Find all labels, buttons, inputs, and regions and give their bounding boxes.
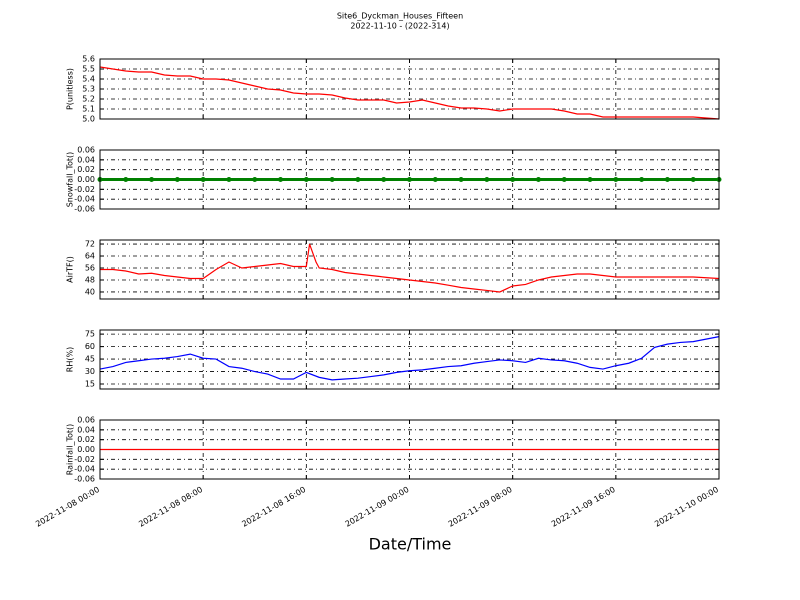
y-tick-label: 0.02 <box>77 165 95 174</box>
data-point <box>278 177 284 182</box>
y-tick-label: 40 <box>85 287 95 296</box>
plot-frame <box>99 419 720 480</box>
y-tick-label: 5.4 <box>82 75 95 84</box>
y-tick-label: 5.5 <box>82 65 95 74</box>
y-tick-label: 56 <box>85 264 95 273</box>
data-line <box>100 243 720 293</box>
y-tick-label: 0.00 <box>77 445 95 454</box>
plot-frame <box>99 329 720 390</box>
y-tick-label: -0.02 <box>74 185 95 194</box>
y-tick-label: 48 <box>85 275 95 284</box>
y-tick-label: 0.02 <box>77 435 95 444</box>
data-point <box>252 177 258 182</box>
data-line <box>99 336 720 381</box>
data-point <box>200 177 206 182</box>
data-point <box>329 177 335 182</box>
plot-frame <box>99 239 720 300</box>
y-tick-label: 0.04 <box>77 155 95 164</box>
y-tick-label: 5.0 <box>82 115 95 124</box>
data-point <box>613 177 619 182</box>
plot-frame <box>99 149 720 210</box>
y-tick-label: -0.06 <box>74 475 95 484</box>
data-point <box>639 177 645 182</box>
data-point <box>123 177 129 182</box>
data-point <box>303 177 309 182</box>
y-axis-label: AirTF() <box>66 256 75 283</box>
data-point <box>561 177 567 182</box>
y-tick-label: -0.02 <box>74 455 95 464</box>
y-axis-label: Snowfall_Tot() <box>66 152 75 208</box>
y-tick-label: 60 <box>85 342 95 351</box>
y-tick-label: 0.00 <box>77 175 95 184</box>
y-tick-label: 5.6 <box>82 55 95 64</box>
data-point <box>664 177 670 182</box>
data-point <box>690 177 696 182</box>
y-tick-label: 0.06 <box>77 146 95 155</box>
y-tick-label: 0.06 <box>77 416 95 425</box>
data-point <box>587 177 593 182</box>
chart-title: Site6_Dyckman_Houses_Fifteen <box>337 12 463 21</box>
data-point <box>407 177 412 182</box>
y-tick-label: 30 <box>85 367 95 376</box>
data-point <box>174 177 180 182</box>
y-axis-label: P(unitless) <box>66 68 75 110</box>
y-tick-label: -0.04 <box>74 465 95 474</box>
y-tick-label: 15 <box>85 380 95 389</box>
data-point <box>510 177 516 182</box>
data-line <box>99 66 720 120</box>
y-tick-label: -0.04 <box>74 195 95 204</box>
data-point <box>432 177 438 182</box>
data-point <box>355 177 361 182</box>
chart-subtitle: 2022-11-10 - (2022-314) <box>350 22 449 31</box>
y-axis-label: RH(%) <box>66 347 75 372</box>
x-axis-label: Date/Time <box>369 535 452 554</box>
y-tick-label: 0.04 <box>77 425 95 434</box>
data-point <box>149 177 155 182</box>
y-tick-label: 5.3 <box>82 85 95 94</box>
y-tick-label: 64 <box>85 252 95 261</box>
data-point <box>226 177 232 182</box>
data-point <box>381 177 387 182</box>
y-tick-label: 5.1 <box>82 105 95 114</box>
y-tick-label: 45 <box>85 355 95 364</box>
y-tick-label: 75 <box>85 330 95 339</box>
plot-frame <box>99 58 720 120</box>
data-point <box>535 177 541 182</box>
y-tick-label: -0.06 <box>74 205 95 214</box>
y-tick-label: 72 <box>85 240 95 249</box>
y-axis-label: Rainfall_Tot() <box>66 424 75 476</box>
y-tick-label: 5.2 <box>82 95 95 104</box>
data-point <box>458 177 464 182</box>
data-point <box>484 177 490 182</box>
